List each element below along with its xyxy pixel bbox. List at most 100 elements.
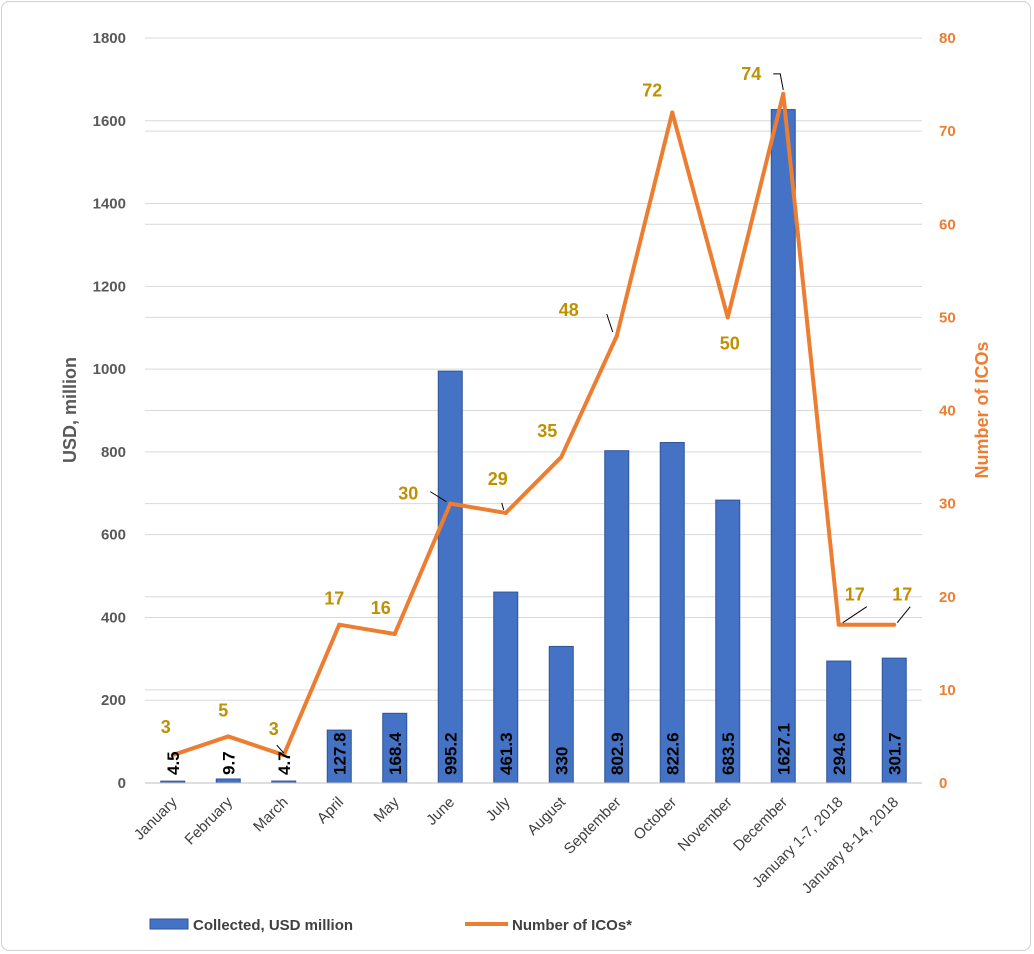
line-label-5: 16 <box>371 598 391 618</box>
bar-series <box>160 109 907 784</box>
y-tick-400: 400 <box>101 609 126 626</box>
bar-label-1: 4.5 <box>164 751 183 775</box>
line-point-1 <box>170 753 175 758</box>
legend: Collected, USD million Number of ICOs* <box>149 917 632 934</box>
y-tick-1600: 1600 <box>93 113 126 130</box>
bar-11 <box>715 499 741 784</box>
line-point-5 <box>392 632 397 636</box>
leader-lines <box>276 73 911 754</box>
bar-6 <box>437 370 463 784</box>
line-point-7 <box>503 510 508 515</box>
line-point-8 <box>559 455 564 460</box>
y-tick-1000: 1000 <box>93 361 126 378</box>
y-tick-1200: 1200 <box>93 278 126 295</box>
legend-bar-swatch <box>149 918 189 930</box>
line-label-12: 74 <box>741 64 761 84</box>
x-tick-1: January <box>131 793 181 843</box>
y2-tick-80: 80 <box>939 30 956 47</box>
left-axis-title: USD, million <box>60 357 80 463</box>
y2-tick-40: 40 <box>939 403 956 420</box>
bar-label-3: 4.7 <box>275 751 294 775</box>
bar-label-11: 683.5 <box>719 732 738 775</box>
bar-label-9: 802.9 <box>608 732 627 775</box>
gridlines <box>145 37 922 701</box>
line-point-9 <box>614 334 619 338</box>
x-tick-2: February <box>182 793 237 848</box>
line-point-11 <box>725 315 730 320</box>
x-tick-14: January 8-14, 2018 <box>799 794 902 897</box>
line-point-14 <box>892 622 897 627</box>
line-label-7: 29 <box>488 469 508 489</box>
category-axis-ticks: January February March April May June July Augu… <box>131 793 902 897</box>
line-label-13: 17 <box>845 585 865 605</box>
line-label-6: 30 <box>398 484 418 504</box>
y-tick-1400: 1400 <box>93 196 126 213</box>
bar-label-5: 168.4 <box>386 732 405 775</box>
leader-9 <box>606 313 614 333</box>
x-tick-11: November <box>675 794 736 855</box>
line-point-4 <box>337 622 342 627</box>
line-point-3 <box>281 753 286 758</box>
legend-bar-label: Collected, USD million <box>193 917 353 934</box>
y2-tick-30: 30 <box>939 496 956 513</box>
bar-label-7: 461.3 <box>497 732 516 775</box>
bar-label-13: 294.6 <box>830 732 849 775</box>
bar-14 <box>881 657 907 784</box>
bar-label-8: 330 <box>552 747 571 775</box>
bar-label-6: 995.2 <box>441 732 460 775</box>
y-tick-800: 800 <box>101 444 126 461</box>
left-axis-ticks: 0 200 400 600 800 1000 1200 1400 1600 1800 <box>93 30 126 792</box>
line-point-10 <box>670 110 675 115</box>
line-label-3: 3 <box>269 719 279 739</box>
bar-label-10: 822.6 <box>663 732 682 775</box>
bar-label-4: 127.8 <box>330 732 349 775</box>
bar-label-2: 9.7 <box>219 751 238 775</box>
ico-count-line <box>172 91 895 758</box>
leader-7 <box>501 502 505 511</box>
leader-3 <box>276 744 285 754</box>
line-point-13 <box>836 622 841 627</box>
x-tick-5: May <box>371 793 403 825</box>
x-tick-6: June <box>423 794 458 829</box>
y2-tick-70: 70 <box>939 123 956 140</box>
bar-data-labels: 4.5 9.7 4.7 127.8 168.4 995.2 461.3 330 802.9 822… <box>164 723 905 775</box>
line-label-11: 50 <box>720 333 740 353</box>
legend-line-label: Number of ICOs* <box>512 917 632 934</box>
line-label-9: 48 <box>559 300 579 320</box>
line-label-2: 5 <box>218 700 228 720</box>
leader-6 <box>429 491 447 503</box>
leader-12 <box>773 73 784 90</box>
line-label-10: 72 <box>642 81 662 101</box>
y-tick-600: 600 <box>101 527 126 544</box>
x-tick-10: October <box>630 794 680 844</box>
bar-10 <box>659 442 685 784</box>
bar-label-12: 1627.1 <box>774 723 793 775</box>
x-tick-7: July <box>483 793 514 824</box>
line-point-12 <box>781 91 786 96</box>
bar-label-14: 301.7 <box>885 732 904 775</box>
leader-13 <box>842 606 868 624</box>
x-tick-9: September <box>561 794 625 858</box>
y-tick-0: 0 <box>118 775 126 792</box>
line-series <box>170 91 897 758</box>
x-tick-4: April <box>314 794 347 827</box>
line-point-2 <box>226 734 231 739</box>
bar-12 <box>770 109 796 784</box>
line-point-6 <box>448 501 453 506</box>
line-label-8: 35 <box>537 421 557 441</box>
bar-8 <box>548 645 574 784</box>
leader-14 <box>896 606 911 624</box>
line-label-14: 17 <box>892 585 912 605</box>
y-tick-1800: 1800 <box>93 30 126 47</box>
line-label-4: 17 <box>324 589 344 609</box>
bar-2 <box>215 778 241 784</box>
y2-tick-0: 0 <box>939 775 947 792</box>
y2-tick-60: 60 <box>939 216 956 233</box>
x-tick-8: August <box>524 793 570 839</box>
bar-7 <box>493 591 519 784</box>
right-axis-ticks: 0 10 20 30 40 50 60 70 80 <box>939 30 956 792</box>
y2-tick-50: 50 <box>939 309 956 326</box>
